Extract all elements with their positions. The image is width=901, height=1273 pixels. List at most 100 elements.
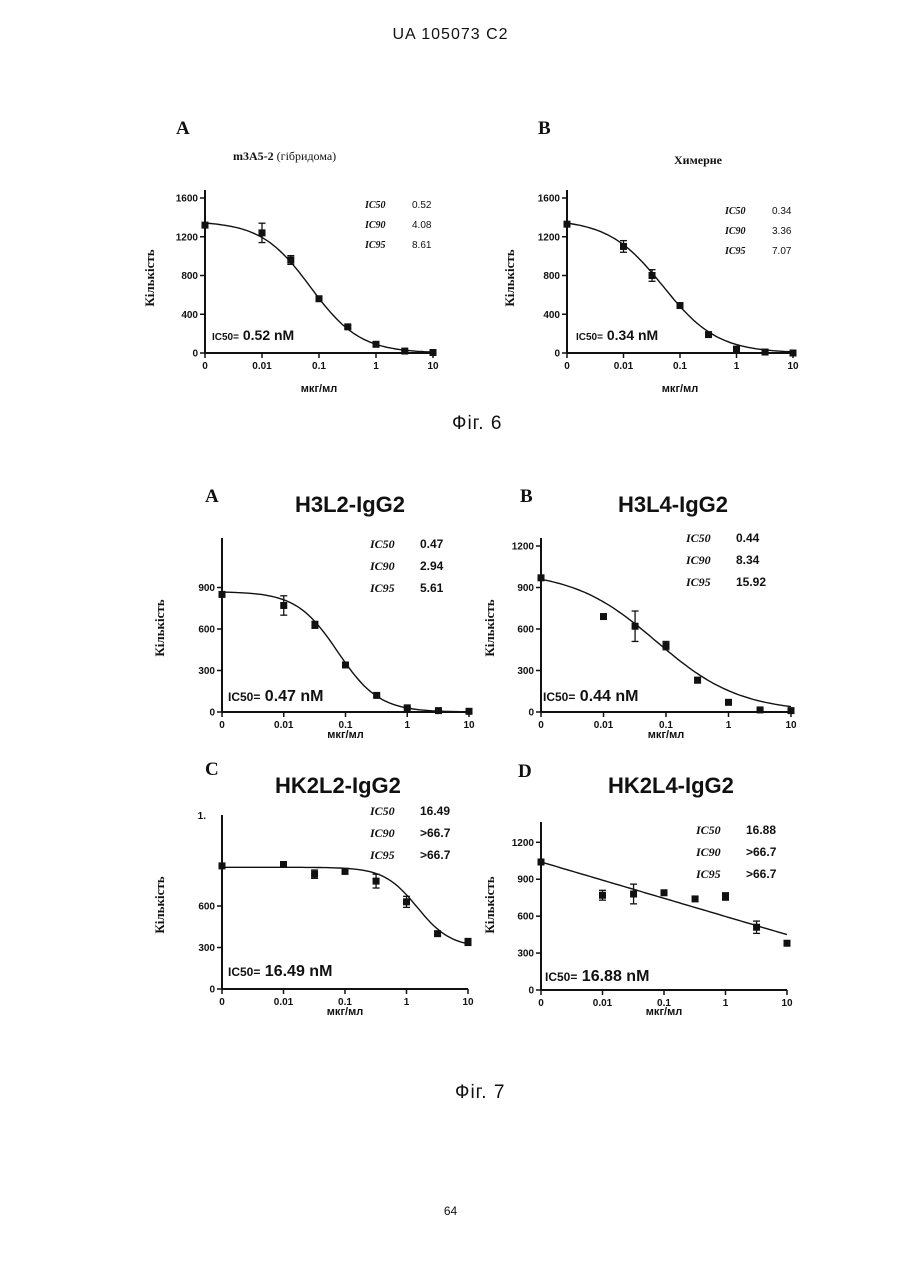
data-point: [725, 699, 732, 706]
y-tick-label: 1200: [176, 232, 199, 243]
stat-value: 0.44: [736, 531, 760, 545]
chart-title: H3L2-IgG2: [295, 492, 405, 517]
x-axis-label: мкг/мл: [301, 383, 337, 395]
chart-fig7-c: CHK2L2-IgG203006001.00.010.1110мкг/млКіл…: [150, 755, 490, 1040]
stat-label: IC95: [369, 581, 395, 595]
data-point: [599, 892, 606, 899]
ic50-annotation: IC50= 0.44 nM: [543, 688, 639, 705]
data-point: [373, 341, 380, 348]
x-tick-label: 0: [538, 720, 544, 731]
data-point: [790, 350, 797, 357]
stat-label: IC95: [724, 246, 746, 257]
ic50-annotation: IC50= 16.88 nM: [545, 968, 649, 985]
y-tick-label: 900: [517, 583, 534, 594]
data-point: [784, 940, 791, 947]
chart-title-suffix: (гібридома): [274, 149, 337, 163]
x-tick-label: 0: [538, 998, 544, 1009]
ic50-annotation-value: 0.44 nM: [575, 688, 638, 705]
data-point: [219, 591, 226, 598]
y-axis-label: Кількість: [142, 249, 157, 306]
stat-value: 0.52: [412, 200, 432, 211]
stat-label: IC95: [685, 575, 711, 589]
data-point: [600, 613, 607, 620]
x-tick-label: 0: [219, 997, 225, 1008]
chart-title-text: H3L4-IgG2: [618, 492, 728, 517]
data-point: [538, 574, 545, 581]
ic50-annotation-label: IC50=: [228, 690, 260, 704]
chart-title-text: H3L2-IgG2: [295, 492, 405, 517]
data-point: [280, 861, 287, 868]
y-tick-label: 300: [517, 666, 534, 677]
x-tick-label: 10: [785, 720, 797, 731]
data-point: [430, 349, 437, 356]
x-tick-label: 10: [787, 361, 799, 372]
data-point: [342, 661, 349, 668]
y-axis-label: Кількість: [482, 876, 497, 933]
data-point: [219, 862, 226, 869]
ic50-annotation-value: 16.49 nM: [260, 963, 332, 980]
ic50-annotation-value: 0.52 nM: [239, 327, 294, 343]
chart-title: m3A5-2 (гібридома): [233, 149, 336, 163]
x-tick-label: 0.01: [593, 998, 613, 1009]
stat-value: 4.08: [412, 220, 432, 231]
data-point: [311, 621, 318, 628]
stat-label: IC50: [695, 823, 721, 837]
data-point: [373, 878, 380, 885]
y-tick-label: 0: [528, 986, 534, 997]
stat-label: IC90: [724, 226, 746, 237]
ic50-annotation-label: IC50=: [545, 970, 577, 984]
data-point: [705, 331, 712, 338]
x-axis-label: мкг/мл: [327, 1006, 363, 1018]
data-point: [762, 349, 769, 356]
data-point: [661, 889, 668, 896]
data-point: [757, 706, 764, 713]
x-tick-label: 1: [404, 720, 410, 731]
chart-fig7-a: AH3L2-IgG2030060090000.010.1110мкг/млКіл…: [150, 478, 490, 758]
ic50-annotation-value: 16.88 nM: [577, 968, 649, 985]
y-tick-label: 0: [209, 985, 215, 996]
x-tick-label: 1: [404, 997, 410, 1008]
data-point: [538, 859, 545, 866]
data-point: [202, 222, 209, 229]
chart-fig7-d: DHK2L4-IgG20300600900120000.010.1110мкг/…: [480, 755, 820, 1040]
panel-letter: A: [176, 118, 190, 139]
data-point: [311, 871, 318, 878]
panel-letter: D: [518, 761, 532, 782]
ic50-annotation-label: IC50=: [212, 332, 239, 343]
ic50-annotation: IC50= 0.34 nM: [576, 327, 658, 343]
x-tick-label: 1: [373, 361, 379, 372]
figure-caption-7: Фіг. 7: [455, 1082, 505, 1104]
stat-value: >66.7: [420, 848, 451, 862]
chart-fig7-b: BH3L4-IgG20300600900120000.010.1110мкг/м…: [480, 478, 820, 758]
stat-label: IC50: [364, 200, 386, 211]
stat-value: 16.88: [746, 823, 776, 837]
x-tick-label: 0.01: [252, 361, 272, 372]
stat-label: IC50: [369, 537, 395, 551]
stat-value: 0.34: [772, 206, 792, 217]
y-axis-label: Кількість: [502, 249, 517, 306]
x-tick-label: 1: [723, 998, 729, 1009]
y-axis-label: Кількість: [482, 599, 497, 656]
x-tick-label: 10: [781, 998, 793, 1009]
y-tick-label: 900: [198, 583, 215, 594]
stat-value: 8.61: [412, 240, 432, 251]
ic50-annotation-value: 0.47 nM: [260, 688, 323, 705]
data-point: [788, 707, 795, 714]
y-tick-label: 900: [517, 875, 534, 886]
x-axis-label: мкг/мл: [646, 1006, 682, 1018]
y-tick-label: 1600: [176, 194, 199, 205]
stat-label: IC90: [369, 559, 395, 573]
y-tick-label: 1200: [538, 232, 561, 243]
x-tick-label: 0.01: [274, 720, 294, 731]
stat-value: 16.49: [420, 804, 450, 818]
ic50-annotation: IC50= 16.49 nM: [228, 963, 332, 980]
x-tick-label: 0.01: [614, 361, 634, 372]
x-tick-label: 10: [427, 361, 439, 372]
x-tick-label: 0.1: [312, 361, 326, 372]
data-point: [287, 257, 294, 264]
chart-fig6-b: BХимерне04008001200160000.010.1110мкг/мл…: [500, 110, 820, 405]
stat-value: 7.07: [772, 246, 792, 257]
x-axis-label: мкг/мл: [648, 729, 684, 741]
stat-label: IC95: [369, 848, 395, 862]
page-number: 64: [0, 1204, 901, 1218]
